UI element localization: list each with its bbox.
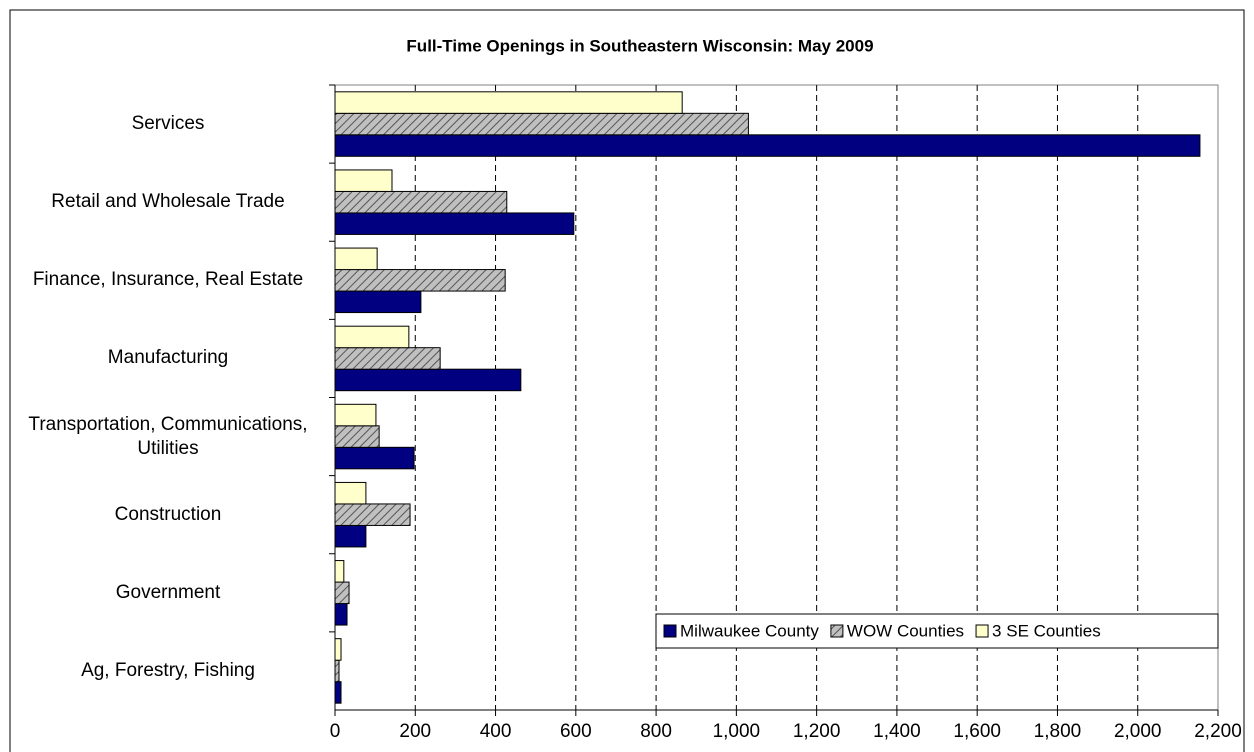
y-tick-label: Finance, Insurance, Real Estate (32, 269, 304, 291)
x-tick-label: 1,200 (793, 721, 841, 742)
bar (334, 503, 411, 526)
bar (334, 581, 350, 605)
legend-label: WOW Counties (847, 621, 964, 640)
bar (334, 481, 367, 505)
bar (334, 560, 345, 583)
bar (334, 403, 377, 427)
legend-swatch (663, 624, 677, 638)
bar (334, 603, 348, 626)
legend-swatch (830, 624, 844, 638)
bar (334, 134, 1201, 157)
bar (334, 425, 380, 448)
x-tick-label: 200 (399, 721, 431, 742)
bar (334, 659, 340, 683)
x-tick-label: 1,600 (953, 721, 1001, 742)
x-tick-label: 600 (560, 721, 592, 742)
bar (334, 190, 508, 214)
bar (334, 290, 422, 314)
y-tick-label: Government (115, 581, 221, 603)
bar (334, 681, 342, 704)
legend-label: 3 SE Counties (992, 621, 1101, 640)
legend-swatch (975, 624, 989, 638)
bar (334, 325, 410, 349)
legend-label: Milwaukee County (680, 621, 819, 640)
y-tick-label: Ag, Forestry, Fishing (81, 659, 255, 681)
x-tick-label: 1,000 (713, 721, 761, 742)
x-tick-label: 1,800 (1034, 721, 1082, 742)
bar (334, 91, 683, 114)
y-tick-label: Retail and Wholesale Trade (51, 191, 285, 213)
bar (334, 524, 367, 548)
legend-box (655, 613, 1219, 649)
bar (334, 212, 575, 235)
x-tick-label: 2,000 (1114, 721, 1162, 742)
bar (334, 269, 506, 292)
x-tick-label: 1,400 (873, 721, 921, 742)
y-tick-label: Transportation, Communications, Utilitie… (28, 413, 308, 459)
bar (334, 347, 441, 370)
y-tick-label: Services (131, 113, 205, 135)
bar (334, 638, 342, 661)
x-tick-label: 2,200 (1194, 721, 1242, 742)
bar (334, 446, 415, 470)
plot-area (334, 84, 1219, 711)
y-tick-label: Manufacturing (107, 347, 229, 369)
x-tick-label: 800 (640, 721, 672, 742)
bar (334, 112, 749, 136)
y-tick-label: Construction (114, 503, 222, 525)
x-tick-label: 0 (330, 721, 341, 742)
bar (334, 169, 393, 192)
chart-title: Full-Time Openings in Southeastern Wisco… (406, 36, 873, 55)
bar (334, 368, 522, 392)
bar (334, 247, 378, 271)
x-tick-label: 400 (480, 721, 512, 742)
